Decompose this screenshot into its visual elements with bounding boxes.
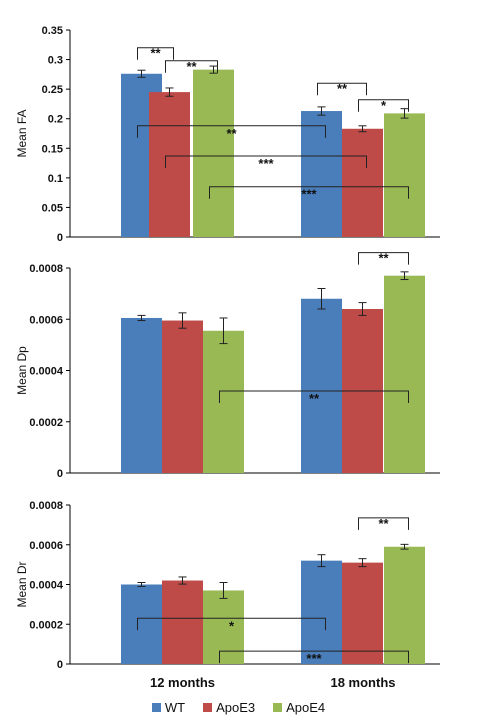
y-axis-label: Mean FA	[15, 109, 29, 157]
legend-label-apoe3: ApoE3	[216, 699, 256, 715]
significance-label: **	[309, 391, 320, 406]
y-tick-label: 0.0004	[29, 366, 64, 378]
y-tick-label: 0.0002	[29, 417, 63, 429]
y-tick-label: 0.0008	[29, 500, 63, 512]
significance-label: **	[186, 59, 197, 74]
y-tick-label: 0	[57, 232, 63, 244]
y-tick-label: 0	[57, 468, 63, 480]
bar-apoe4-0	[203, 590, 244, 664]
y-tick-label: 0.2	[48, 114, 63, 126]
y-tick-label: 0.0006	[29, 540, 63, 552]
legend-item-wt: WT	[151, 699, 186, 715]
significance-label: **	[337, 81, 348, 96]
significance-bracket	[137, 617, 326, 631]
bar-wt-0	[121, 317, 162, 473]
bar-wt-1	[301, 298, 342, 473]
significance-bracket	[219, 650, 409, 664]
bar-wt-0	[121, 584, 162, 664]
significance-bracket	[137, 125, 326, 138]
y-axis-label: Mean Dp	[15, 346, 29, 395]
significance-bracket	[317, 82, 367, 96]
bar-apoe3-1	[342, 128, 383, 237]
significance-label: *	[229, 618, 235, 633]
y-axis-label: Mean Dr	[15, 561, 29, 607]
significance-label: **	[150, 46, 161, 61]
bar-apoe3-0	[162, 580, 203, 664]
bar-apoe3-1	[342, 562, 383, 664]
significance-label: ***	[258, 156, 274, 171]
legend-item-apoe3: ApoE3	[203, 700, 255, 715]
significance-bracket	[165, 155, 367, 168]
significance-bracket	[219, 390, 409, 403]
panel-mean-dp: 0 0.0002 0.0004 0.0006 0.0008 Mean Dp ** **	[15, 251, 440, 480]
bar-apoe4-0	[203, 330, 244, 473]
significance-bracket	[137, 47, 174, 60]
bar-apoe4-1	[384, 113, 425, 237]
significance-bracket	[358, 99, 409, 112]
x-category-label: 18 months	[330, 675, 395, 690]
bar-apoe4-0	[193, 69, 234, 237]
y-tick-label: 0.0008	[29, 263, 63, 275]
legend-label-wt: WT	[164, 699, 186, 715]
y-tick-label: 0.0006	[29, 314, 63, 326]
bar-wt-1	[301, 560, 342, 664]
bar-apoe4-1	[384, 546, 425, 664]
significance-label: *	[381, 98, 387, 113]
legend-label-apoe4: ApoE4	[286, 699, 326, 715]
y-tick-label: 0	[57, 659, 63, 671]
legend-swatch-wt	[151, 702, 161, 712]
significance-label: **	[378, 516, 389, 531]
significance-label: **	[378, 251, 389, 266]
significance-bracket	[358, 252, 409, 265]
legend-swatch-apoe4	[273, 702, 283, 712]
bar-apoe3-0	[149, 92, 190, 237]
y-tick-label: 0.1	[48, 173, 63, 185]
y-tick-label: 0.15	[42, 143, 63, 155]
legend-item-apoe4: ApoE4	[273, 700, 325, 715]
bar-wt-1	[301, 111, 342, 237]
y-tick-label: 0.3	[48, 55, 63, 67]
y-tick-label: 0.0004	[29, 580, 64, 592]
significance-label: ***	[306, 651, 322, 666]
y-tick-label: 0.0002	[29, 619, 63, 631]
y-tick-label: 0.05	[42, 202, 63, 214]
significance-bracket	[358, 517, 409, 530]
x-category-label: 12 months	[150, 675, 215, 690]
bar-apoe3-0	[162, 320, 203, 473]
legend-swatch-apoe3	[203, 702, 213, 712]
y-tick-label: 0.35	[42, 25, 63, 37]
significance-bracket	[209, 186, 409, 199]
significance-label: **	[226, 126, 237, 141]
significance-bracket	[165, 60, 218, 73]
y-tick-label: 0.25	[42, 84, 63, 96]
significance-label: ***	[301, 187, 317, 202]
bar-apoe4-1	[384, 275, 425, 473]
legend: WT ApoE3 ApoE4	[0, 697, 477, 717]
